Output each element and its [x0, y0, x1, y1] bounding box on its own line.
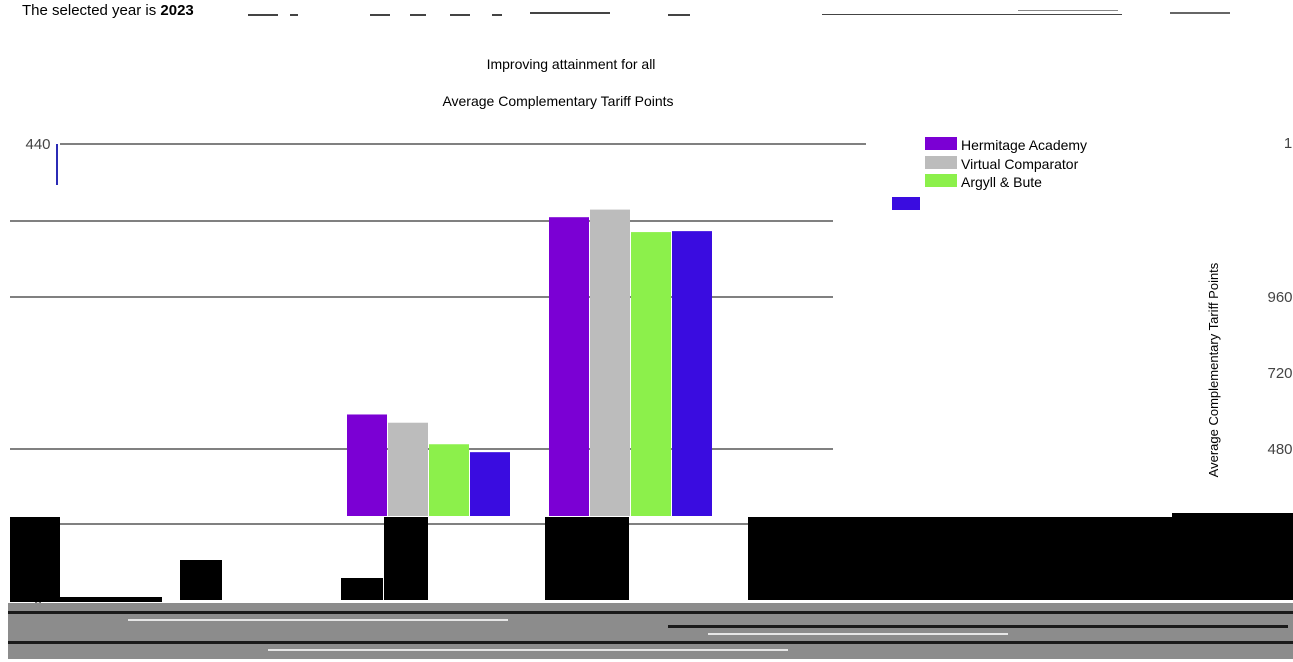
right-axis-label: Average Complementary Tariff Points [1206, 262, 1221, 477]
occlusion-blocks [10, 513, 1293, 602]
bar-1-3 [470, 452, 510, 516]
bar-1-2 [429, 444, 469, 516]
bar-2-3 [672, 231, 712, 516]
right-axis-ticks: 480 720 960 1 [1267, 135, 1292, 458]
right-tick-960: 960 [1267, 289, 1292, 306]
selected-year-text: The selected year is 2023 [22, 2, 194, 19]
bar-2-1 [590, 209, 630, 516]
chart-subtitle: Average Complementary Tariff Points [442, 93, 673, 109]
bar-1-0 [347, 414, 387, 516]
legend-label-0: Hermitage Academy [961, 137, 1087, 153]
chart-title: Improving attainment for all [487, 56, 656, 72]
year-value: 2023 [160, 2, 194, 19]
bar-1-1 [388, 422, 428, 516]
bar-2-0 [549, 217, 589, 516]
legend-swatch-3 [892, 197, 920, 210]
bar-2-2 [631, 232, 671, 517]
legend-swatch-0 [925, 137, 957, 150]
legend-swatch-1 [925, 156, 957, 169]
header-artifacts [248, 10, 1230, 16]
year-prefix: The selected year is [22, 2, 157, 19]
bars [347, 209, 712, 517]
legend-label-1: Virtual Comparator [961, 156, 1079, 172]
right-tick-1: 1 [1284, 135, 1292, 152]
right-tick-720: 720 [1267, 365, 1292, 382]
legend: Hermitage Academy Virtual Comparator Argyl… [892, 137, 1087, 210]
footer-artifact-band [8, 603, 1293, 659]
right-tick-480: 480 [1267, 441, 1292, 458]
legend-label-2: Argyll & Bute [961, 174, 1042, 190]
left-tick-440: 440 [25, 136, 50, 153]
legend-swatch-2 [925, 174, 957, 187]
